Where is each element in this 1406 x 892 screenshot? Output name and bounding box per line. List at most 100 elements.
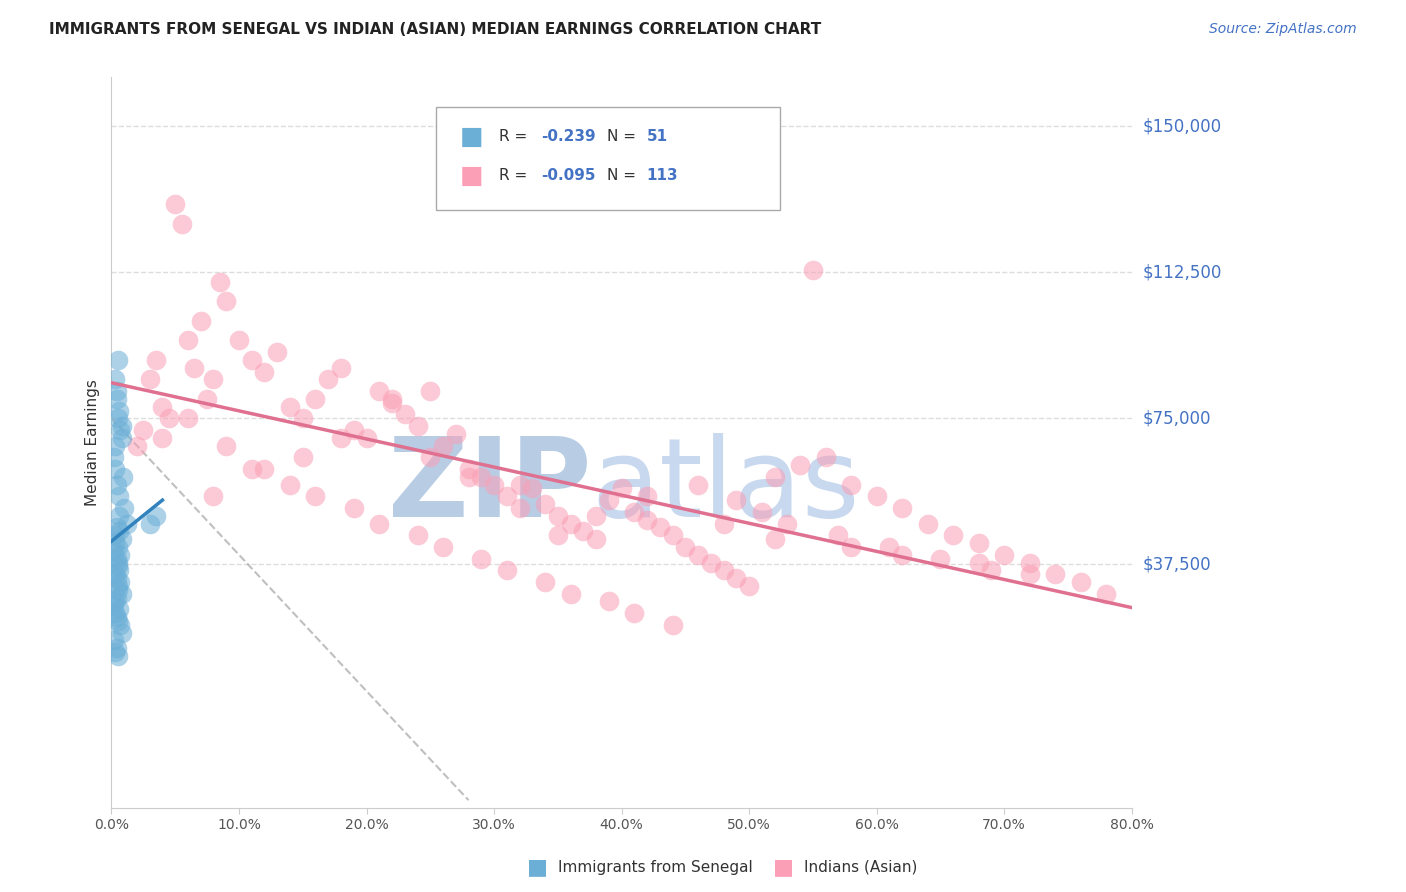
Point [112, 500, 135, 515]
Point [839, 540, 862, 554]
Point [636, 513, 658, 527]
Text: atlas: atlas [591, 433, 859, 540]
Point [725, 493, 748, 508]
Point [110, 618, 132, 632]
Point [105, 591, 128, 605]
Point [738, 579, 761, 593]
Point [104, 439, 127, 453]
Point [304, 392, 326, 406]
Point [330, 360, 353, 375]
Text: $75,000: $75,000 [1143, 409, 1212, 427]
Point [103, 544, 125, 558]
Point [132, 423, 155, 437]
Point [1095, 587, 1118, 601]
Point [751, 505, 773, 519]
Point [103, 633, 125, 648]
Point [240, 462, 263, 476]
Point [789, 458, 811, 472]
Point [572, 524, 595, 539]
Point [917, 516, 939, 531]
Point [419, 450, 441, 465]
Point [108, 563, 131, 577]
Text: IMMIGRANTS FROM SENEGAL VS INDIAN (ASIAN) MEDIAN EARNINGS CORRELATION CHART: IMMIGRANTS FROM SENEGAL VS INDIAN (ASIAN… [49, 22, 821, 37]
Text: $150,000: $150,000 [1143, 117, 1222, 136]
Text: N =: N = [607, 129, 641, 144]
Point [866, 489, 889, 503]
Point [509, 500, 531, 515]
Point [444, 426, 467, 441]
Point [356, 431, 378, 445]
Text: -0.095: -0.095 [541, 169, 596, 183]
Point [104, 606, 127, 620]
Text: R =: R = [499, 169, 533, 183]
Point [115, 516, 138, 531]
Point [291, 450, 314, 465]
Text: R =: R = [499, 129, 533, 144]
Point [495, 563, 517, 577]
Point [215, 439, 238, 453]
Point [980, 563, 1002, 577]
Point [470, 470, 492, 484]
Text: ■: ■ [460, 125, 484, 148]
Point [598, 594, 620, 608]
Point [623, 505, 645, 519]
Point [1018, 556, 1040, 570]
Point [107, 352, 129, 367]
Point [432, 540, 454, 554]
Point [107, 540, 129, 554]
Point [1045, 567, 1067, 582]
Point [1070, 574, 1092, 589]
Point [495, 489, 517, 503]
Point [967, 556, 990, 570]
Point [110, 625, 132, 640]
Point [381, 396, 404, 410]
Point [763, 532, 786, 546]
Point [107, 556, 129, 570]
Point [240, 352, 263, 367]
Point [228, 334, 250, 348]
Text: Source: ZipAtlas.com: Source: ZipAtlas.com [1209, 22, 1357, 37]
Point [110, 419, 132, 434]
Text: $37,500: $37,500 [1143, 556, 1212, 574]
Point [827, 528, 849, 542]
Point [725, 571, 748, 585]
Point [152, 431, 174, 445]
Point [105, 610, 128, 624]
Point [547, 528, 569, 542]
Point [107, 582, 129, 597]
Point [457, 470, 479, 484]
Point [1018, 567, 1040, 582]
Point [406, 528, 429, 542]
Point [177, 334, 200, 348]
Y-axis label: Median Earnings: Median Earnings [86, 379, 100, 506]
Point [560, 587, 582, 601]
Point [534, 497, 557, 511]
Point [202, 489, 225, 503]
Text: ■: ■ [773, 857, 794, 877]
Point [330, 431, 353, 445]
Point [125, 439, 148, 453]
Point [636, 489, 658, 503]
Point [381, 392, 404, 406]
Point [107, 579, 129, 593]
Point [105, 520, 128, 534]
Point [623, 606, 645, 620]
Point [304, 489, 326, 503]
Point [547, 508, 569, 523]
Point [316, 372, 339, 386]
Point [105, 392, 128, 406]
Point [967, 536, 990, 550]
Point [104, 594, 127, 608]
Point [343, 500, 366, 515]
Point [104, 645, 127, 659]
Point [470, 551, 492, 566]
Point [585, 532, 607, 546]
Text: N =: N = [607, 169, 641, 183]
Point [891, 500, 914, 515]
Point [253, 462, 276, 476]
Point [110, 532, 132, 546]
Point [368, 384, 391, 398]
Point [688, 548, 710, 562]
Point [942, 528, 965, 542]
Point [105, 384, 128, 398]
